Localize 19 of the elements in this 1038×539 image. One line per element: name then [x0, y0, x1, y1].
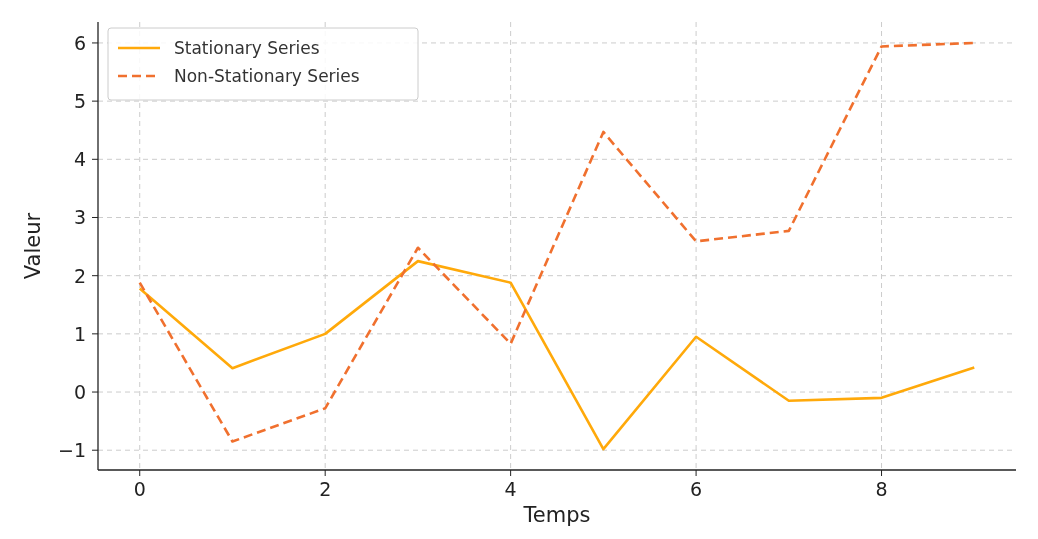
x-axis-title: Temps — [522, 503, 591, 527]
y-axis-title: Valeur — [21, 212, 45, 280]
y-tick-label: −1 — [57, 439, 86, 462]
line-series — [138, 41, 976, 443]
y-tick-label: 5 — [73, 90, 86, 113]
x-tick-label: 8 — [875, 478, 888, 500]
legend-label: Stationary Series — [174, 38, 320, 58]
x-tick-label: 2 — [319, 478, 332, 500]
legend-label: Non-Stationary Series — [174, 66, 360, 86]
y-tick-label: 0 — [73, 381, 86, 404]
y-tick-label: 4 — [73, 148, 86, 171]
x-tick-label: 6 — [690, 478, 703, 500]
x-tick-label: 0 — [133, 478, 146, 500]
y-tick-label: 3 — [73, 206, 86, 229]
line-series — [138, 259, 976, 451]
y-tick-label: 6 — [73, 31, 86, 54]
x-tick-label: 4 — [504, 478, 517, 500]
y-tick-label: 2 — [73, 264, 86, 287]
y-tick-label: 1 — [73, 322, 86, 345]
